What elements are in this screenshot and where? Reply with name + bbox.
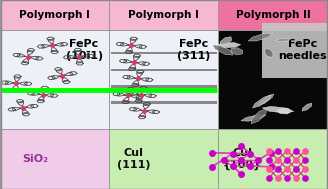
- Polygon shape: [216, 43, 241, 48]
- FancyBboxPatch shape: [0, 30, 109, 129]
- Polygon shape: [220, 37, 232, 45]
- Polygon shape: [264, 48, 274, 58]
- FancyBboxPatch shape: [109, 30, 218, 129]
- FancyBboxPatch shape: [109, 0, 218, 30]
- Polygon shape: [213, 45, 233, 55]
- FancyBboxPatch shape: [111, 69, 217, 71]
- FancyBboxPatch shape: [0, 129, 109, 189]
- FancyBboxPatch shape: [109, 129, 218, 189]
- FancyBboxPatch shape: [218, 129, 328, 189]
- Polygon shape: [276, 38, 291, 42]
- Text: Polymorph I: Polymorph I: [19, 10, 90, 20]
- Text: CuI
(111): CuI (111): [116, 148, 150, 170]
- FancyBboxPatch shape: [0, 0, 109, 30]
- Text: FePc
(311): FePc (311): [177, 39, 210, 61]
- Text: FePc
needles: FePc needles: [278, 39, 327, 61]
- Text: CuI
{100}: CuI {100}: [223, 148, 262, 170]
- Polygon shape: [262, 106, 294, 113]
- Text: SiO₂: SiO₂: [22, 154, 48, 164]
- Text: FePc
(10ī1): FePc (10ī1): [66, 39, 103, 61]
- Polygon shape: [248, 33, 273, 41]
- Text: Polymorph II: Polymorph II: [236, 10, 311, 20]
- Polygon shape: [277, 108, 291, 114]
- Polygon shape: [253, 95, 271, 108]
- Polygon shape: [302, 103, 312, 111]
- FancyBboxPatch shape: [111, 101, 217, 104]
- Polygon shape: [251, 109, 266, 124]
- Polygon shape: [231, 48, 243, 55]
- Polygon shape: [241, 115, 266, 121]
- Text: Polymorph I: Polymorph I: [128, 10, 199, 20]
- FancyBboxPatch shape: [218, 30, 328, 129]
- FancyBboxPatch shape: [218, 0, 328, 30]
- FancyBboxPatch shape: [111, 85, 217, 88]
- Polygon shape: [259, 94, 274, 105]
- FancyBboxPatch shape: [111, 52, 217, 54]
